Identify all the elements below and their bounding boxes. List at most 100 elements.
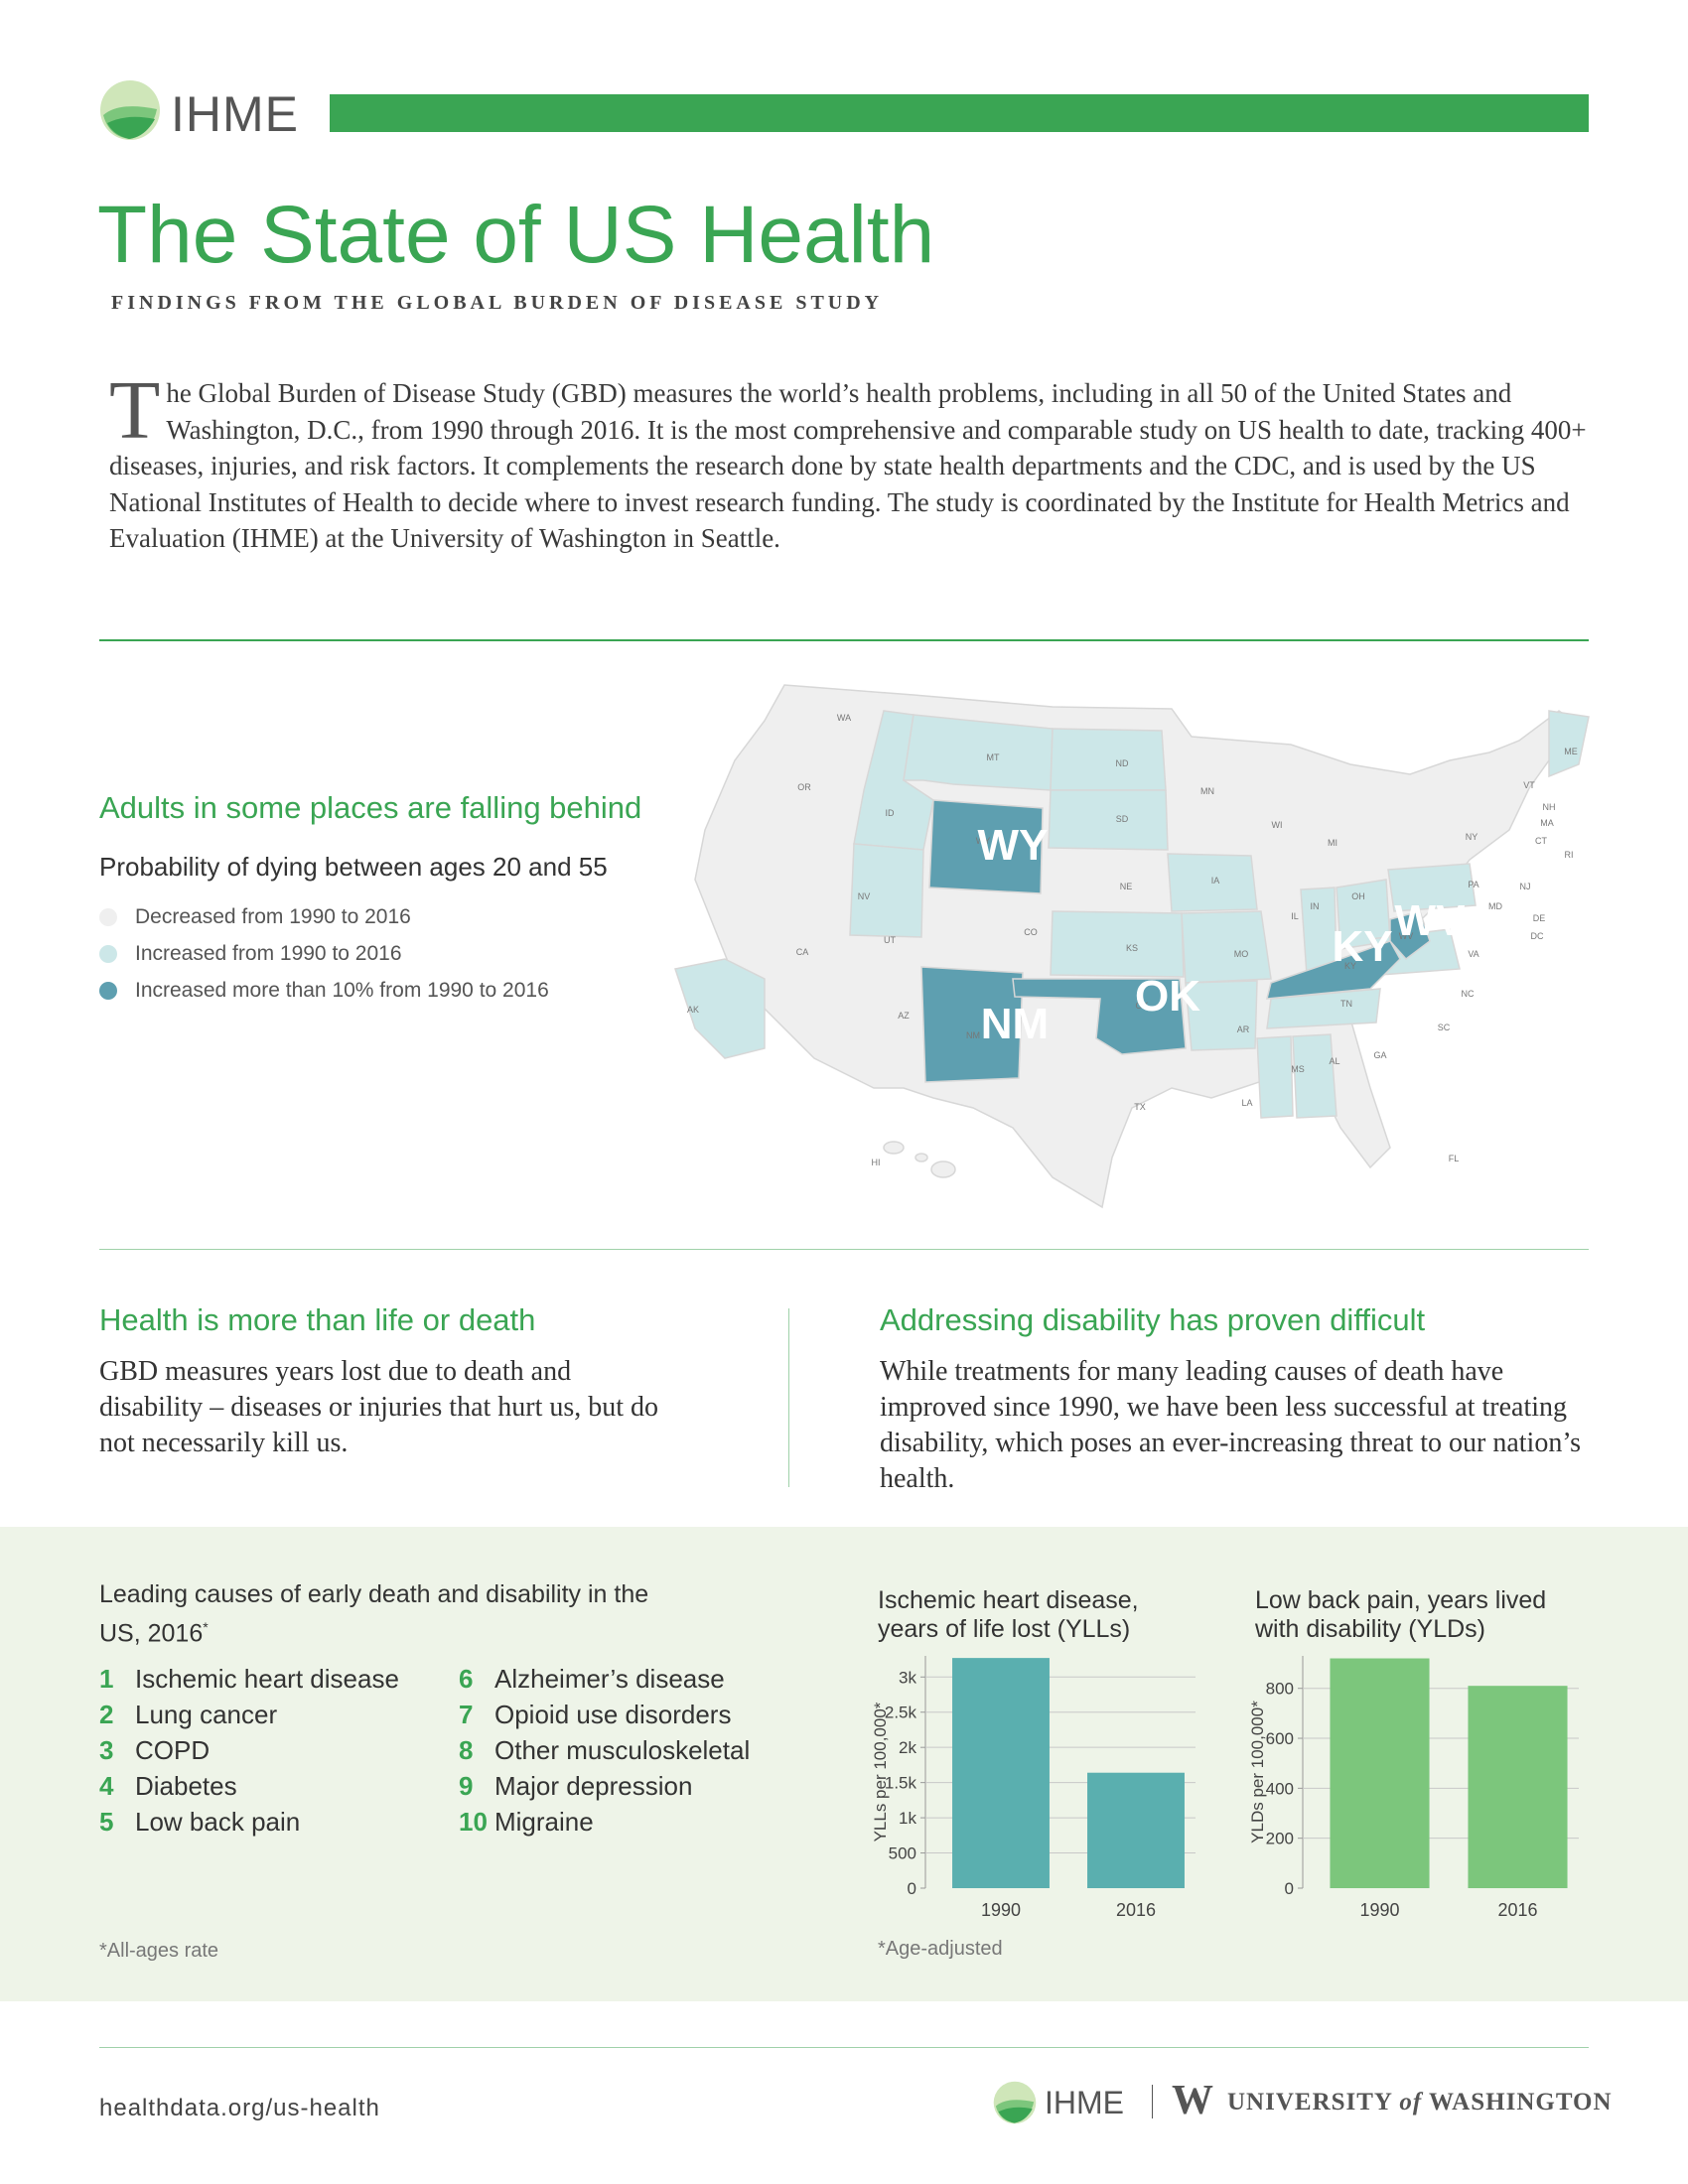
map-label: NC <box>1462 989 1475 999</box>
map-label: SC <box>1438 1023 1451 1032</box>
state-ky <box>1266 940 1401 1000</box>
y-tick-label: 800 <box>1266 1680 1294 1699</box>
cause-item: 1 Ischemic heart disease <box>99 1664 399 1695</box>
state-tn <box>1266 988 1381 1029</box>
cause-number: 3 <box>99 1735 114 1765</box>
map-label: FL <box>1449 1154 1460 1163</box>
uw-wordmark-part: UNIVERSITY <box>1227 2089 1393 2116</box>
y-tick-label: 500 <box>889 1844 916 1863</box>
cause-label: Major depression <box>494 1771 693 1801</box>
map-label: OH <box>1351 891 1365 901</box>
map-label: OR <box>797 782 811 792</box>
cause-number: 5 <box>99 1807 114 1837</box>
y-tick-label: 1.5k <box>885 1774 917 1793</box>
x-tick-label: 2016 <box>1497 1900 1537 1920</box>
map-label: LA <box>1241 1098 1252 1108</box>
y-tick-label: 1k <box>899 1809 916 1828</box>
bar <box>1330 1658 1430 1888</box>
map-label: WI <box>1272 820 1283 830</box>
causes-title: Leading causes of early death and disabi… <box>99 1578 695 1650</box>
cause-number: 4 <box>99 1771 114 1801</box>
map-label: MD <box>1488 901 1502 911</box>
map-label-highlight: WY <box>978 821 1049 870</box>
state-nm <box>920 966 1024 1083</box>
left-column-text: GBD measures years lost due to death and… <box>99 1356 659 1458</box>
legend-label: Increased more than 10% from 1990 to 201… <box>135 979 549 1002</box>
cause-number: 7 <box>459 1700 474 1729</box>
map-label: PA <box>1468 880 1478 889</box>
intro-text: he Global Burden of Disease Study (GBD) … <box>109 378 1587 553</box>
state-wy <box>928 799 1044 894</box>
intro-dropcap: T <box>109 364 161 457</box>
map-label: UT <box>884 935 896 945</box>
uw-wordmark-part: WASHINGTON <box>1428 2089 1613 2116</box>
cause-label: Alzheimer’s disease <box>494 1664 725 1694</box>
state-me <box>1548 710 1590 778</box>
y-tick-label: 3k <box>899 1668 916 1687</box>
map-subheading: Probability of dying between ages 20 and… <box>99 852 608 882</box>
cause-label: Migraine <box>494 1807 594 1837</box>
y-axis-label: YLDs per 100,000* <box>1248 1701 1267 1843</box>
map-label: WA <box>837 713 851 723</box>
chart-title-ihd: Ischemic heart disease, years of life lo… <box>878 1586 1139 1643</box>
cause-number: 8 <box>459 1735 474 1765</box>
us-map: WA OR CA NV ID MT WY UT AZ CO NM ND SD N… <box>674 684 1590 1209</box>
map-label: MS <box>1291 1064 1305 1074</box>
y-tick-label: 200 <box>1266 1830 1294 1848</box>
section-divider <box>99 1249 1589 1250</box>
state-wv <box>1389 910 1431 961</box>
state-mo <box>1181 910 1272 984</box>
cause-label: Other musculoskeletal <box>494 1735 751 1765</box>
bar <box>952 1658 1050 1888</box>
map-label: MO <box>1234 949 1249 959</box>
map-label-highlight: NM <box>981 1000 1049 1048</box>
map-label: NM <box>966 1030 980 1040</box>
map-label: WY <box>976 836 991 846</box>
cause-label: Lung cancer <box>135 1700 278 1729</box>
cause-item: 7 Opioid use disorders <box>459 1700 731 1730</box>
causes-footnote: *All-ages rate <box>99 1940 219 1962</box>
cause-number: 1 <box>99 1664 114 1694</box>
map-label: MN <box>1200 786 1214 796</box>
column-divider <box>788 1308 789 1487</box>
map-label: NJ <box>1520 882 1531 891</box>
state-hi-island <box>930 1160 956 1178</box>
legend-label: Increased from 1990 to 2016 <box>135 942 402 965</box>
footer-ihme-logo-icon <box>993 2081 1037 2124</box>
y-tick-label: 400 <box>1266 1779 1294 1798</box>
legend-item-decreased: Decreased from 1990 to 2016 <box>99 905 411 929</box>
map-label-highlight: WV <box>1395 896 1467 945</box>
cause-item: 10 Migraine <box>459 1807 594 1838</box>
cause-item: 9 Major depression <box>459 1771 692 1802</box>
chart-lbp-yld: 0 200 400 600 800 1990 2016 YLDs per 100,000* <box>1248 1656 1579 1920</box>
map-label: IN <box>1311 901 1320 911</box>
cause-label: Ischemic heart disease <box>135 1664 399 1694</box>
state-ut <box>849 843 924 938</box>
map-label: OK <box>1135 1001 1148 1011</box>
state-ar <box>1185 980 1258 1051</box>
section-divider <box>99 639 1589 641</box>
map-label: SD <box>1116 814 1129 824</box>
legend-label: Decreased from 1990 to 2016 <box>135 905 411 928</box>
bar <box>1087 1772 1185 1888</box>
map-label: DE <box>1533 913 1546 923</box>
map-label: MA <box>1540 818 1554 828</box>
bar <box>1468 1686 1568 1888</box>
causes-title-mark: * <box>203 1619 209 1635</box>
y-tick-label: 600 <box>1266 1729 1294 1748</box>
map-label: TN <box>1340 999 1352 1009</box>
ihme-logo-text: IHME <box>171 86 299 142</box>
map-label: NE <box>1120 882 1133 891</box>
cause-item: 6 Alzheimer’s disease <box>459 1664 725 1695</box>
right-column-text: While treatments for many leading causes… <box>880 1356 1581 1494</box>
state-al <box>1292 1033 1337 1119</box>
map-label: IL <box>1291 911 1299 921</box>
uw-logo-mark: W <box>1172 2078 1213 2123</box>
state-nd <box>1050 728 1167 791</box>
ihme-logo-icon <box>100 80 160 140</box>
footer-url-link[interactable]: healthdata.org/us-health <box>99 2095 380 2121</box>
state-hi <box>883 1141 905 1155</box>
page-subtitle: FINDINGS FROM THE GLOBAL BURDEN OF DISEA… <box>111 292 884 314</box>
x-tick-label: 1990 <box>1359 1900 1399 1920</box>
